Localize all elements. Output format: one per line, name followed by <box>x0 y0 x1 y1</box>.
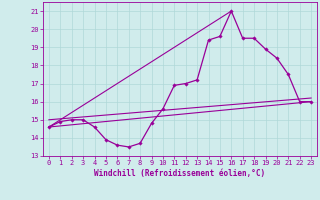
X-axis label: Windchill (Refroidissement éolien,°C): Windchill (Refroidissement éolien,°C) <box>94 169 266 178</box>
